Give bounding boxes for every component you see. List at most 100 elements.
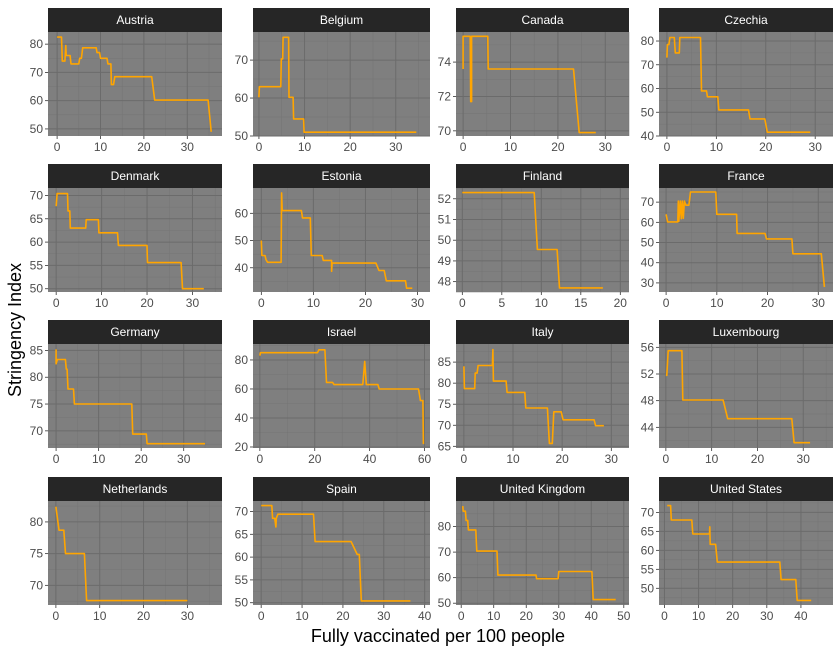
strip-background: [456, 164, 629, 188]
strip-label: Italy: [531, 325, 553, 339]
x-tick-label: 10: [487, 609, 501, 623]
x-tick-label: 30: [605, 452, 619, 466]
y-tick-label: 74: [438, 55, 452, 69]
y-tick-label: 70: [30, 65, 44, 79]
y-tick-label: 50: [235, 234, 249, 248]
y-tick-label: 40: [235, 261, 249, 275]
y-tick-label: 50: [641, 236, 655, 250]
series-line: [55, 349, 205, 445]
panel-background: [456, 32, 629, 136]
x-tick-label: 50: [617, 609, 631, 623]
series-line: [261, 504, 411, 602]
y-tick-label: 30: [641, 276, 655, 290]
x-tick-label: 0: [54, 140, 61, 154]
strip-background: [253, 477, 430, 501]
x-tick-label: 0: [53, 296, 60, 310]
series-line: [57, 36, 212, 132]
panel-background: [659, 32, 833, 136]
y-tick-label: 70: [235, 53, 249, 67]
y-tick-label: 65: [235, 527, 249, 541]
series-line: [259, 349, 425, 445]
series-line: [55, 192, 204, 290]
x-tick-label: 20: [134, 452, 148, 466]
y-tick-label: 80: [30, 515, 44, 529]
y-tick-label: 70: [30, 578, 44, 592]
x-tick-label: 40: [794, 609, 808, 623]
y-tick-label: 70: [30, 424, 44, 438]
x-tick-label: 20: [555, 452, 569, 466]
y-tick-label: 60: [235, 206, 249, 220]
series-line: [462, 35, 596, 134]
x-tick-label: 0: [661, 609, 668, 623]
x-tick-label: 30: [186, 296, 200, 310]
y-tick-label: 70: [641, 58, 655, 72]
y-tick-label: 52: [641, 367, 655, 381]
series-line: [665, 349, 811, 444]
x-tick-label: 60: [418, 452, 432, 466]
y-tick-label: 60: [641, 543, 655, 557]
strip-background: [253, 8, 430, 32]
strip-background: [48, 164, 222, 188]
strip-label: Estonia: [321, 169, 361, 183]
series-line: [463, 348, 604, 445]
y-tick-label: 60: [641, 82, 655, 96]
x-tick-label: 30: [552, 609, 566, 623]
strip-label: Czechia: [724, 13, 768, 27]
y-tick-label: 20: [235, 440, 249, 454]
strip-background: [659, 477, 833, 501]
y-tick-label: 70: [641, 195, 655, 209]
y-tick-label: 75: [438, 397, 452, 411]
x-tick-label: 20: [336, 609, 350, 623]
panel-background: [659, 344, 833, 448]
y-tick-label: 50: [438, 233, 452, 247]
x-tick-label: 30: [377, 609, 391, 623]
y-tick-label: 40: [235, 411, 249, 425]
facet-panel-united-states: United States 0 10 20 30 40 50 55 60 65 70: [641, 477, 833, 623]
strip-background: [659, 320, 833, 344]
x-tick-label: 20: [359, 296, 373, 310]
facet-panel-united-kingdom: United Kingdom 0 10 20 30 40 50 50 60 70 80: [438, 477, 631, 623]
x-tick-label: 20: [137, 140, 151, 154]
x-tick-label: 10: [504, 140, 518, 154]
x-tick-label: 0: [458, 609, 465, 623]
facet-panel-denmark: Denmark 0 10 20 30 50 55 60 65 70: [30, 164, 222, 310]
strip-background: [253, 320, 430, 344]
x-tick-label: 0: [664, 140, 671, 154]
panel-background: [253, 344, 430, 448]
y-tick-label: 70: [30, 188, 44, 202]
x-tick-label: 30: [181, 609, 195, 623]
x-tick-label: 20: [726, 609, 740, 623]
x-tick-label: 30: [809, 140, 823, 154]
x-tick-label: 0: [256, 140, 263, 154]
panel-background: [456, 344, 629, 448]
y-tick-label: 50: [30, 282, 44, 296]
y-tick-label: 80: [438, 376, 452, 390]
x-tick-label: 30: [389, 140, 403, 154]
facet-panel-luxembourg: Luxembourg 0 10 20 30 44 48 52 56: [641, 320, 833, 466]
y-tick-label: 75: [30, 547, 44, 561]
y-tick-label: 60: [235, 91, 249, 105]
x-tick-label: 30: [760, 609, 774, 623]
x-tick-label: 30: [411, 296, 425, 310]
series-line: [666, 36, 811, 133]
series-line: [462, 191, 603, 289]
y-tick-label: 50: [438, 596, 452, 610]
facet-panel-czechia: Czechia 0 10 20 30 40 50 60 70 80: [641, 8, 833, 154]
x-tick-label: 10: [94, 140, 108, 154]
x-tick-label: 20: [751, 452, 765, 466]
y-tick-label: 50: [641, 581, 655, 595]
y-tick-label: 55: [235, 573, 249, 587]
y-tick-label: 50: [235, 596, 249, 610]
facet-panel-belgium: Belgium 0 10 20 30 50 60 70: [235, 8, 430, 154]
series-line: [462, 506, 616, 601]
x-tick-label: 0: [258, 296, 265, 310]
strip-background: [48, 320, 222, 344]
x-tick-label: 0: [257, 452, 264, 466]
y-tick-label: 44: [641, 420, 655, 434]
strip-label: Finland: [523, 169, 562, 183]
y-tick-label: 55: [30, 258, 44, 272]
strip-label: Netherlands: [103, 482, 168, 496]
y-tick-label: 49: [438, 254, 452, 268]
y-tick-label: 56: [641, 340, 655, 354]
